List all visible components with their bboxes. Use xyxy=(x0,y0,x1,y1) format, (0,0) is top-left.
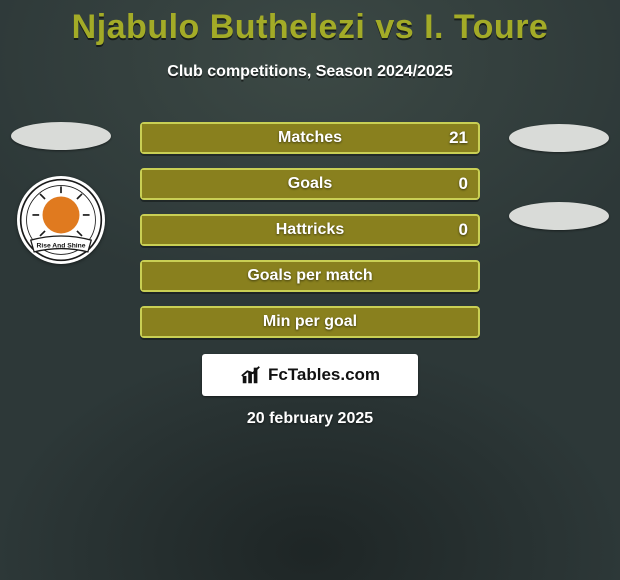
stat-bar: Matches 21 xyxy=(140,122,480,154)
stat-label: Goals per match xyxy=(247,267,372,285)
stat-bar: Goals per match xyxy=(140,260,480,292)
stat-bars: Matches 21 Goals 0 Hattricks 0 Goals per match… xyxy=(140,122,480,338)
right-player-col xyxy=(504,122,614,230)
stat-right-value: 0 xyxy=(459,220,468,240)
stat-bar: Goals 0 xyxy=(140,168,480,200)
left-player-oval xyxy=(11,122,111,150)
stat-label: Goals xyxy=(288,175,332,193)
stat-bar: Min per goal xyxy=(140,306,480,338)
site-logo: FcTables.com xyxy=(202,354,418,396)
stat-label: Hattricks xyxy=(276,221,344,239)
subtitle: Club competitions, Season 2024/2025 xyxy=(0,63,620,81)
stat-right-value: 0 xyxy=(459,174,468,194)
stat-label: Matches xyxy=(278,129,342,147)
bar-chart-icon xyxy=(240,364,262,386)
site-logo-text: FcTables.com xyxy=(268,365,380,385)
right-club-oval xyxy=(509,202,609,230)
page-title: Njabulo Buthelezi vs I. Toure xyxy=(0,0,620,47)
stat-right-value: 21 xyxy=(449,128,468,148)
right-player-oval xyxy=(509,124,609,152)
left-player-col: Rise And Shine xyxy=(6,122,116,264)
left-club-badge: Rise And Shine xyxy=(17,176,105,264)
stat-bar: Hattricks 0 xyxy=(140,214,480,246)
stat-label: Min per goal xyxy=(263,313,357,331)
badge-ribbon-text: Rise And Shine xyxy=(36,243,85,250)
club-badge-icon: Rise And Shine xyxy=(19,178,103,262)
footer-date: 20 february 2025 xyxy=(0,410,620,428)
